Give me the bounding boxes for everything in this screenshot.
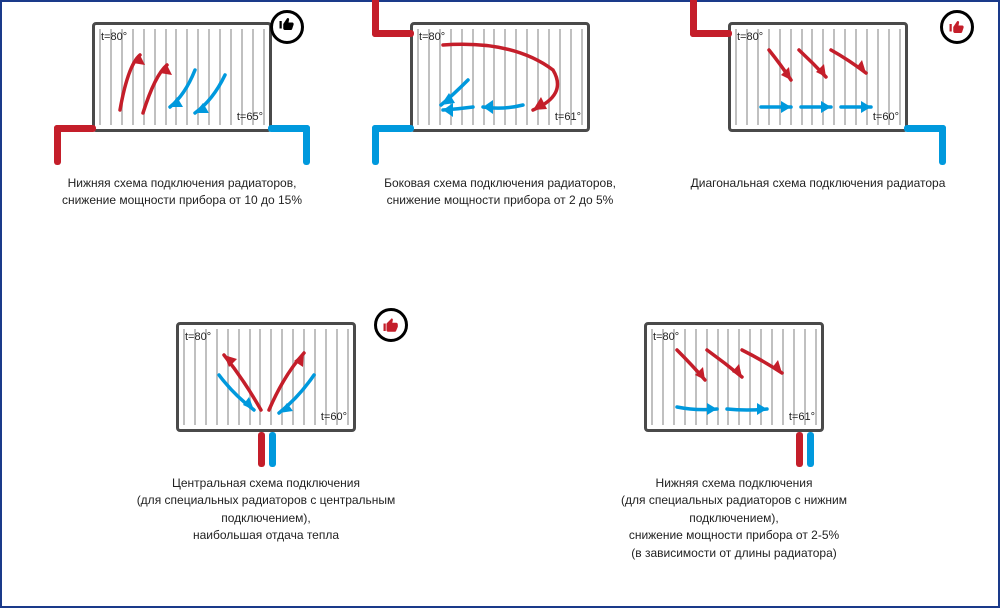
diagram-diagonal: t=80° t=60° [678, 12, 958, 167]
radiator: t=80° t=61° [644, 322, 824, 432]
caption-line: наибольшая отдача тепла [193, 528, 339, 542]
top-row: t=80° t=65° Нижняя [2, 2, 998, 282]
flow-arrows [731, 25, 908, 132]
panel-side-connection: t=80° t=61° Боковая схема по [350, 12, 650, 282]
caption-line: (в зависимости от длины радиатора) [631, 546, 837, 560]
radiator: t=80° t=61° [410, 22, 590, 132]
panel-diagonal-connection: t=80° t=60° [668, 12, 968, 282]
pipe-in-v [54, 125, 61, 165]
flow-arrows [413, 25, 590, 132]
caption-line: снижение мощности прибора от 2-5% [629, 528, 839, 542]
pipe-out-v [303, 125, 310, 165]
caption-line: снижение мощности прибора от 2 до 5% [387, 193, 614, 207]
flow-arrows [95, 25, 272, 132]
thumb-up-icon [374, 308, 408, 342]
radiator: t=80° t=65° [92, 22, 272, 132]
caption: Нижняя схема подключения (для специальны… [584, 475, 884, 562]
pipe-out-v [372, 125, 379, 165]
thumb-up-icon [940, 10, 974, 44]
panel-bottom-special-connection: t=80° t=61° Нижняя с [544, 312, 924, 582]
caption: Центральная схема подключения (для специ… [116, 475, 416, 545]
thumb-down-icon [270, 10, 304, 44]
caption-line: Нижняя схема подключения радиаторов, [68, 176, 297, 190]
caption: Боковая схема подключения радиаторов, сн… [384, 175, 616, 210]
caption-line: Нижняя схема подключения [656, 476, 813, 490]
pipe-out-v [807, 432, 814, 467]
caption: Нижняя схема подключения радиаторов, сни… [62, 175, 302, 210]
pipe-in-v [796, 432, 803, 467]
pipe-in-v [258, 432, 265, 467]
radiator: t=80° t=60° [728, 22, 908, 132]
caption-line: (для специальных радиаторов с нижним под… [621, 493, 847, 524]
diagram-side: t=80° t=61° [360, 12, 640, 167]
caption-line: (для специальных радиаторов с центральны… [137, 493, 396, 524]
diagram-bottom-special: t=80° t=61° [594, 312, 874, 467]
flow-arrows [647, 325, 824, 432]
bottom-row: t=80° t=60° Центральная схема подключени… [2, 282, 998, 582]
caption-line: Центральная схема подключения [172, 476, 360, 490]
caption-line: Боковая схема подключения радиаторов, [384, 176, 616, 190]
pipe-out-v [939, 125, 946, 165]
caption: Диагональная схема подключения радиатора [691, 175, 946, 192]
diagram-central: t=80° t=60° [126, 312, 406, 467]
radiator: t=80° t=60° [176, 322, 356, 432]
panel-bottom-connection: t=80° t=65° Нижняя [32, 12, 332, 282]
panel-central-connection: t=80° t=60° Центральная схема подключени… [76, 312, 456, 582]
flow-arrows [179, 325, 356, 432]
pipe-in-v [372, 0, 379, 37]
pipe-in-v [690, 0, 697, 37]
pipe-out-v [269, 432, 276, 467]
caption-line: снижение мощности прибора от 10 до 15% [62, 193, 302, 207]
